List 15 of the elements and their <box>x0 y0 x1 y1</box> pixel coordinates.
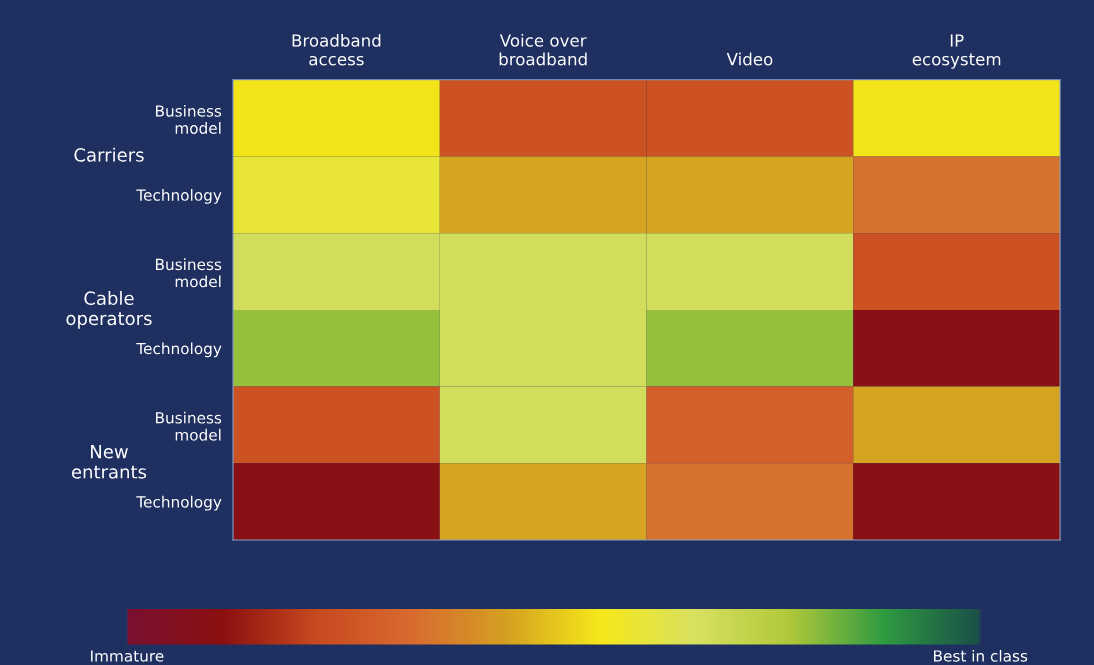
y-tick-label: Business model <box>156 411 222 441</box>
x-tick-label: IP ecosystem <box>912 34 1001 69</box>
x-tick-label: Video <box>726 52 773 66</box>
y-tick-label: Technology <box>136 495 222 511</box>
x-tick-label: Voice over broadband <box>499 33 587 66</box>
y-tick-label: Technology <box>136 189 222 204</box>
text: Cable operators <box>66 291 152 329</box>
y-tick-label: Technology <box>136 342 222 358</box>
text: New entrants <box>71 444 147 479</box>
y-tick-label: Business model <box>156 104 222 134</box>
y-tick-label: Business model <box>156 258 222 288</box>
color-bar-label: Best in class <box>934 649 1028 662</box>
color-bar-label: Immature <box>91 650 164 662</box>
text: Carriers <box>74 147 144 162</box>
x-tick-label: Broadband access <box>292 33 381 66</box>
